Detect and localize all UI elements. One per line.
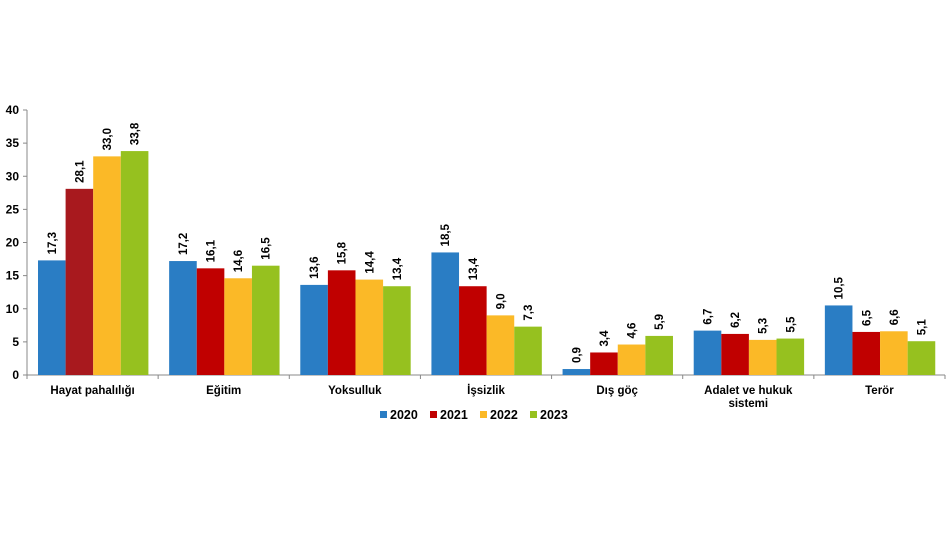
data-label: 13,4 [392,257,404,280]
y-tick-label: 0 [12,368,19,382]
data-label: 14,6 [233,250,245,272]
bar-2021 [590,352,618,375]
data-label: 5,9 [654,314,666,330]
data-label: 28,1 [74,160,86,183]
data-label: 13,6 [309,257,321,279]
bar-2022 [617,344,646,375]
bar-2020 [431,252,460,375]
y-tick-label: 25 [6,202,20,216]
legend-label: 2020 [390,408,418,422]
data-label: 16,1 [206,239,218,262]
bar-2021 [459,286,487,375]
legend-label: 2023 [540,408,568,422]
bar-2020 [169,261,197,375]
y-tick-label: 20 [6,236,20,250]
legend-swatch-2020 [380,411,387,418]
bar-2020 [824,305,853,375]
data-label: 6,7 [703,309,715,325]
x-tick-label: Adalet ve hukuk [704,385,793,397]
x-tick-label: sistemi [728,398,768,410]
bar-2023 [907,341,936,375]
bar-2020 [562,369,591,375]
legend-label: 2022 [490,408,518,422]
data-label: 3,4 [599,330,611,347]
bar-2023 [383,286,411,375]
data-label: 17,3 [47,232,59,254]
data-label: 6,2 [730,312,742,328]
bar-2021 [65,188,94,375]
bar-2021 [721,333,749,375]
bar-2022 [748,339,777,375]
y-tick-label: 15 [6,269,20,283]
data-label: 15,8 [337,241,349,264]
bar-2021 [852,331,881,375]
data-label: 7,3 [523,305,535,321]
x-tick-label: Eğitim [206,385,241,397]
x-tick-label: Hayat pahalılığı [50,385,134,397]
bar-2023 [645,335,673,375]
x-tick-label: İşsizlik [467,384,505,397]
bar-2023 [251,265,280,375]
data-label: 6,6 [889,309,901,325]
bar-2022 [93,156,121,375]
bar-2022 [880,331,908,375]
data-label: 5,5 [785,316,797,333]
legend-label: 2021 [440,408,468,422]
legend-swatch-2023 [530,411,537,418]
data-label: 16,5 [261,237,273,260]
data-label: 33,8 [130,122,142,145]
bar-2021 [327,270,356,375]
y-tick-label: 5 [12,335,19,349]
legend-swatch-2022 [480,411,487,418]
legend-swatch-2021 [430,411,437,418]
data-label: 0,9 [571,347,583,363]
x-tick-label: Yoksulluk [328,385,382,397]
y-tick-label: 10 [6,302,20,316]
bar-2022 [486,315,515,375]
data-label: 17,2 [178,233,190,255]
data-label: 6,5 [861,309,873,326]
bar-2023 [120,151,149,375]
bar-2023 [514,326,542,375]
data-label: 33,0 [102,128,114,150]
bar-2020 [300,284,328,375]
bar-2022 [224,278,252,375]
data-label: 4,6 [627,323,639,339]
bar-2020 [693,330,722,375]
data-label: 5,1 [916,319,928,336]
bar-2022 [355,279,384,375]
bar-2021 [196,268,225,375]
data-label: 5,3 [758,318,770,334]
bar-2023 [776,338,805,375]
data-label: 10,5 [834,276,846,299]
data-label: 9,0 [495,293,507,309]
data-label: 14,4 [364,251,376,274]
y-tick-label: 40 [6,103,20,117]
y-tick-label: 35 [6,136,20,150]
x-tick-label: Dış göç [596,385,638,397]
data-label: 13,4 [468,257,480,280]
data-label: 18,5 [440,223,452,246]
bar-2020 [38,260,66,375]
y-tick-label: 30 [6,169,20,183]
x-tick-label: Terör [865,385,894,397]
